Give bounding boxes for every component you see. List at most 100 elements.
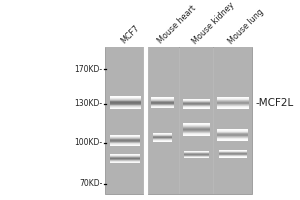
Bar: [218, 136, 248, 137]
Text: 70KD-: 70KD-: [79, 179, 102, 188]
Bar: [106, 47, 144, 194]
Bar: [184, 151, 209, 152]
Bar: [183, 99, 210, 100]
Bar: [183, 135, 210, 136]
Bar: [110, 102, 141, 103]
Bar: [153, 135, 172, 136]
Bar: [151, 106, 174, 107]
Bar: [153, 136, 172, 137]
Bar: [110, 136, 140, 137]
Bar: [217, 106, 249, 107]
Bar: [217, 108, 249, 109]
Bar: [147, 47, 179, 194]
Text: 100KD-: 100KD-: [74, 138, 102, 147]
Bar: [183, 103, 210, 104]
Bar: [110, 157, 140, 158]
Bar: [217, 104, 249, 105]
Bar: [183, 132, 210, 133]
Bar: [183, 131, 210, 132]
Bar: [110, 160, 140, 161]
Bar: [110, 108, 141, 109]
Bar: [218, 129, 248, 130]
Bar: [219, 151, 247, 152]
Text: Mouse kidney: Mouse kidney: [190, 0, 236, 46]
Bar: [217, 101, 249, 102]
Bar: [110, 106, 141, 107]
Bar: [110, 144, 140, 145]
Bar: [110, 139, 140, 140]
Bar: [110, 142, 140, 143]
Bar: [153, 133, 172, 134]
Bar: [184, 154, 209, 155]
Bar: [218, 139, 248, 140]
Text: MCF7: MCF7: [119, 24, 141, 46]
Bar: [153, 138, 172, 139]
Bar: [219, 157, 247, 158]
Bar: [110, 138, 140, 139]
Bar: [151, 107, 174, 108]
Bar: [110, 143, 140, 144]
Bar: [110, 162, 140, 163]
Bar: [183, 126, 210, 127]
Bar: [217, 103, 249, 104]
Bar: [183, 107, 210, 108]
Text: -MCF2L: -MCF2L: [255, 98, 294, 108]
Bar: [110, 158, 140, 159]
Bar: [183, 130, 210, 131]
Bar: [110, 97, 141, 98]
Bar: [183, 102, 210, 103]
Bar: [110, 141, 140, 142]
Text: Mouse heart: Mouse heart: [156, 4, 198, 46]
Bar: [218, 138, 248, 139]
Bar: [153, 139, 172, 140]
Bar: [183, 123, 210, 124]
Bar: [184, 155, 209, 156]
Bar: [218, 131, 248, 132]
Bar: [183, 100, 210, 101]
Bar: [214, 47, 252, 194]
Bar: [110, 135, 140, 136]
Bar: [183, 127, 210, 128]
Bar: [110, 101, 141, 102]
Bar: [218, 135, 248, 136]
Bar: [110, 161, 140, 162]
Bar: [217, 100, 249, 101]
Bar: [184, 152, 209, 153]
Bar: [151, 105, 174, 106]
Bar: [184, 157, 209, 158]
Bar: [218, 133, 248, 134]
Bar: [183, 108, 210, 109]
Text: Mouse lung: Mouse lung: [226, 7, 265, 46]
Bar: [110, 159, 140, 160]
Bar: [184, 153, 209, 154]
Bar: [110, 104, 141, 105]
Bar: [151, 102, 174, 103]
Bar: [110, 105, 141, 106]
Bar: [217, 105, 249, 106]
Bar: [183, 133, 210, 134]
Bar: [183, 105, 210, 106]
Bar: [183, 134, 210, 135]
Bar: [153, 141, 172, 142]
Bar: [110, 155, 140, 156]
Bar: [218, 130, 248, 131]
Bar: [110, 107, 141, 108]
Bar: [219, 156, 247, 157]
Bar: [218, 140, 248, 141]
Bar: [110, 145, 140, 146]
Bar: [151, 104, 174, 105]
Bar: [110, 137, 140, 138]
Bar: [151, 97, 174, 98]
Bar: [219, 150, 247, 151]
Bar: [153, 140, 172, 141]
Bar: [217, 107, 249, 108]
Bar: [219, 155, 247, 156]
Bar: [151, 98, 174, 99]
Bar: [183, 129, 210, 130]
Bar: [217, 98, 249, 99]
Bar: [217, 102, 249, 103]
Bar: [183, 104, 210, 105]
Bar: [110, 99, 141, 100]
Bar: [151, 99, 174, 100]
Bar: [110, 96, 141, 97]
